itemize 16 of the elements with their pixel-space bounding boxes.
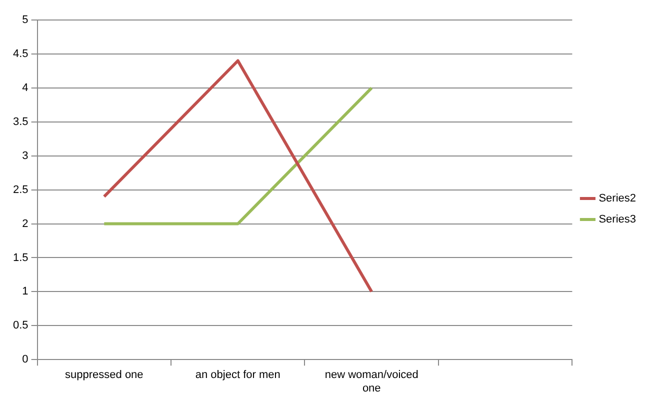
x-tick-label: suppressed one xyxy=(65,369,144,382)
y-tick-label: 4 xyxy=(22,82,28,94)
y-tick-label: 0 xyxy=(22,354,28,366)
y-tick-label: 5 xyxy=(22,14,28,26)
y-tick-label: 0.5 xyxy=(12,320,28,332)
y-tick-label: 2.5 xyxy=(12,184,28,196)
y-tick-label: 1.5 xyxy=(12,252,28,264)
y-tick-label: 1 xyxy=(22,286,28,298)
x-tick-label: an object for men xyxy=(195,369,280,382)
y-tick-label: 3.5 xyxy=(12,116,28,128)
x-tick-label: new woman/voiced one xyxy=(324,369,418,394)
legend-label: Series2 xyxy=(598,192,636,205)
y-tick-label: 2 xyxy=(22,218,28,230)
y-tick-label: 4.5 xyxy=(12,48,28,60)
legend-label: Series3 xyxy=(598,214,636,226)
y-tick-label: 3 xyxy=(22,150,28,162)
